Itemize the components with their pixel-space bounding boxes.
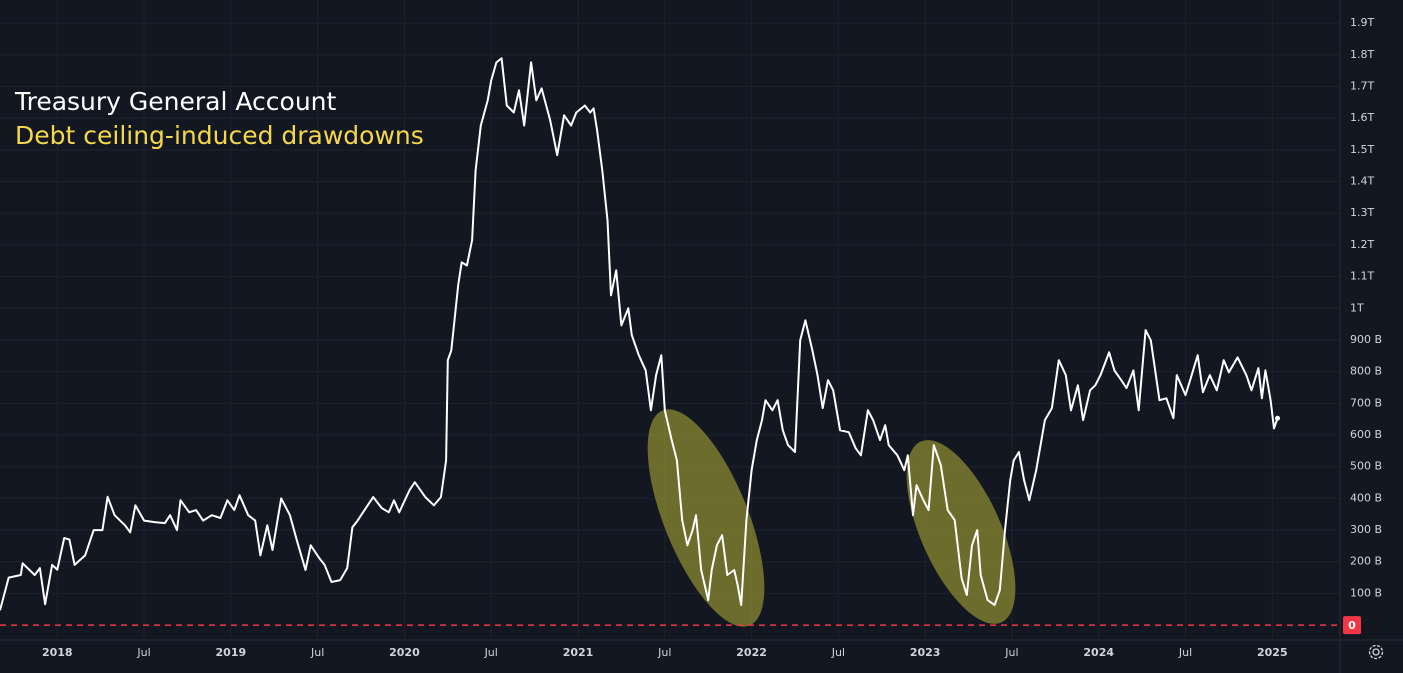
drawdown-highlight (906, 440, 1016, 624)
x-tick-label: 2024 (1083, 646, 1114, 659)
y-tick-label: 600 B (1350, 428, 1382, 441)
x-tick-label: 2022 (736, 646, 767, 659)
x-tick-label: 2020 (389, 646, 420, 659)
y-tick-label: 700 B (1350, 396, 1382, 409)
grid (0, 0, 1340, 640)
y-tick-label: 1.6T (1350, 111, 1374, 124)
x-tick-label: Jul (657, 646, 671, 659)
y-tick-label: 500 B (1350, 460, 1382, 473)
y-tick-label: 1.5T (1350, 143, 1374, 156)
y-tick-label: 1.4T (1350, 175, 1374, 188)
x-tick-label: 2019 (216, 646, 247, 659)
y-tick-label: 1T (1350, 301, 1364, 314)
y-tick-label: 1.1T (1350, 270, 1374, 283)
last-point (1275, 415, 1281, 421)
y-tick-label: 900 B (1350, 333, 1382, 346)
y-tick-label: 1.3T (1350, 206, 1374, 219)
y-tick-label: 1.2T (1350, 238, 1374, 251)
chart-title: Treasury General Account (14, 87, 337, 116)
x-tick-label: Jul (484, 646, 498, 659)
plot (0, 57, 1340, 626)
axes: 100 B 200 B 300 B 400 B 500 B 600 B 700 B 800 B… (42, 16, 1382, 659)
x-tick-label: 2025 (1257, 646, 1288, 659)
x-tick-label: Jul (1178, 646, 1192, 659)
y-tick-label: 400 B (1350, 491, 1382, 504)
settings-icon[interactable] (1368, 644, 1384, 660)
y-tick-label: 1.8T (1350, 48, 1374, 61)
x-tick-label: Jul (1004, 646, 1018, 659)
y-tick-label: 100 B (1350, 586, 1382, 599)
y-tick-label: 1.9T (1350, 16, 1374, 29)
reference-label: 0 (1348, 619, 1356, 632)
chart-subtitle: Debt ceiling-induced drawdowns (15, 121, 424, 150)
y-tick-label: 1.7T (1350, 79, 1374, 92)
y-tick-label: 800 B (1350, 365, 1382, 378)
x-tick-label: 2018 (42, 646, 73, 659)
y-tick-label: 300 B (1350, 523, 1382, 536)
x-tick-label: Jul (831, 646, 845, 659)
y-tick-label: 200 B (1350, 555, 1382, 568)
x-tick-label: 2021 (563, 646, 594, 659)
reference-label-box (1343, 616, 1361, 635)
x-tick-label: 2023 (910, 646, 941, 659)
data-line (0, 57, 1279, 611)
x-tick-label: Jul (310, 646, 324, 659)
x-tick-label: Jul (136, 646, 150, 659)
